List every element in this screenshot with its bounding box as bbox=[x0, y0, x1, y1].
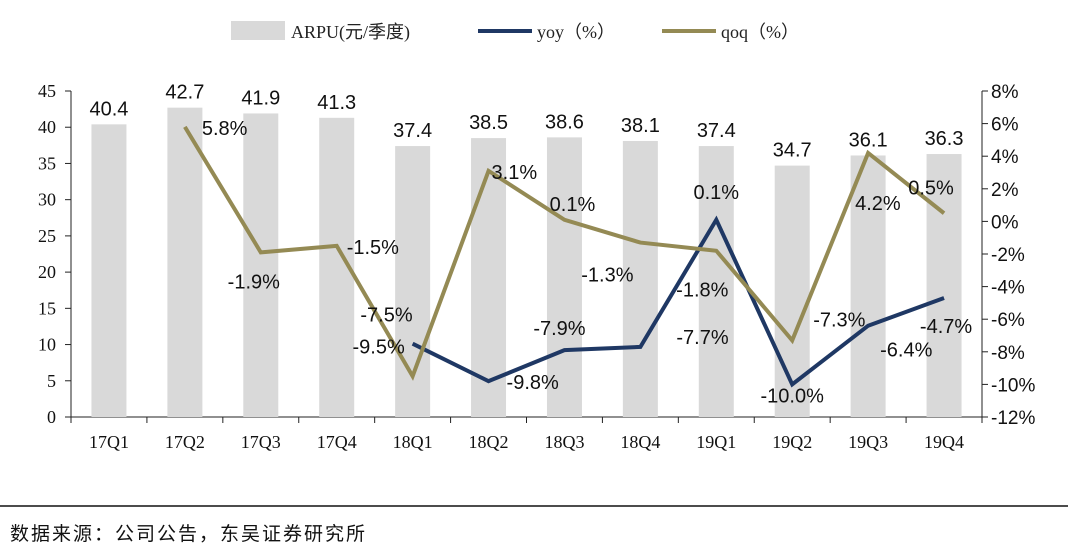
bar-value-label: 38.1 bbox=[621, 115, 660, 137]
x-tick-label: 18Q3 bbox=[544, 432, 584, 452]
right-tick-label: -4% bbox=[991, 278, 1025, 299]
qoq-data-label: 4.2% bbox=[855, 193, 901, 215]
right-tick-label: -12% bbox=[991, 408, 1035, 429]
bar bbox=[774, 165, 810, 417]
left-tick-label: 45 bbox=[38, 81, 56, 101]
qoq-data-label: -1.8% bbox=[676, 280, 728, 302]
bar bbox=[698, 146, 734, 417]
qoq-data-label: 0.1% bbox=[550, 194, 596, 216]
x-tick-label: 18Q4 bbox=[620, 432, 660, 452]
right-tick-label: -10% bbox=[991, 375, 1035, 396]
bars bbox=[91, 107, 962, 418]
yoy-data-label: -10.0% bbox=[761, 385, 825, 407]
bar bbox=[926, 154, 962, 417]
axes: 0 5 10 15 20 25 30 35 40 45 -12% -10% -8% -6% -4% -2% 0%… bbox=[38, 81, 1035, 452]
bar-value-label: 42.7 bbox=[165, 82, 204, 104]
bar bbox=[471, 138, 507, 418]
bar-value-label: 40.4 bbox=[89, 98, 128, 120]
yoy-data-label: -6.4% bbox=[880, 340, 932, 362]
legend-yoy-label: yoy（%） bbox=[537, 22, 615, 42]
line-labels: -7.5% -9.8% -7.9% -7.7% 0.1% -10.0% -6.4%-4.7%… bbox=[202, 118, 973, 408]
yoy-data-label: 0.1% bbox=[693, 182, 739, 204]
right-tick-label: 4% bbox=[991, 147, 1019, 168]
bar bbox=[91, 124, 127, 417]
right-tick-label: 2% bbox=[991, 180, 1019, 201]
left-tick-label: 0 bbox=[47, 407, 56, 427]
yoy-data-label: -9.8% bbox=[507, 372, 559, 394]
qoq-line bbox=[183, 125, 946, 381]
x-tick-label: 19Q3 bbox=[848, 432, 888, 452]
bar bbox=[546, 137, 582, 417]
lines bbox=[183, 125, 946, 388]
bar bbox=[622, 140, 658, 417]
bar-value-label: 41.3 bbox=[317, 92, 356, 114]
right-tick-label: 8% bbox=[991, 82, 1019, 103]
left-tick-label: 35 bbox=[38, 153, 56, 173]
yoy-line bbox=[411, 215, 945, 388]
left-tick-label: 20 bbox=[38, 262, 56, 282]
bar bbox=[243, 113, 279, 418]
qoq-data-label: 3.1% bbox=[492, 162, 538, 184]
bar-value-label: 36.1 bbox=[849, 129, 888, 151]
right-tick-label: 6% bbox=[991, 115, 1019, 136]
left-tick-label: 25 bbox=[38, 226, 56, 246]
bar-value-label: 34.7 bbox=[773, 140, 812, 162]
left-tick-label: 30 bbox=[38, 190, 56, 210]
bar-value-label: 37.4 bbox=[697, 120, 736, 142]
legend-arpu-swatch bbox=[231, 21, 285, 40]
source-note: 数据来源：公司公告，东吴证券研究所 bbox=[10, 523, 368, 545]
legend-arpu-label: ARPU(元/季度) bbox=[291, 22, 410, 43]
x-tick-label: 17Q3 bbox=[241, 432, 281, 452]
qoq-data-label: 0.5% bbox=[908, 177, 954, 199]
left-tick-label: 40 bbox=[38, 117, 56, 137]
qoq-data-label: 5.8% bbox=[202, 118, 248, 140]
x-tick-label: 19Q4 bbox=[924, 432, 964, 452]
x-tick-label: 19Q2 bbox=[772, 432, 812, 452]
yoy-data-label: -7.5% bbox=[360, 305, 412, 327]
right-tick-label: -6% bbox=[991, 310, 1025, 331]
x-tick-label: 18Q1 bbox=[393, 432, 433, 452]
bar-value-label: 38.5 bbox=[469, 112, 508, 134]
left-tick-label: 5 bbox=[47, 371, 56, 391]
left-tick-label: 10 bbox=[38, 335, 56, 355]
legend: ARPU(元/季度) yoy（%） qoq（%） bbox=[231, 21, 799, 43]
yoy-data-label: -4.7% bbox=[920, 316, 972, 338]
right-tick-label: 0% bbox=[991, 212, 1019, 233]
x-tick-label: 19Q1 bbox=[696, 432, 736, 452]
x-tick-label: 18Q2 bbox=[469, 432, 509, 452]
right-tick-label: -2% bbox=[991, 245, 1025, 266]
yoy-data-label: -7.9% bbox=[533, 318, 585, 340]
bar-value-label: 41.9 bbox=[241, 87, 280, 109]
left-tick-label: 15 bbox=[38, 298, 56, 318]
yoy-data-label: -7.7% bbox=[676, 327, 728, 349]
qoq-data-label: -1.5% bbox=[347, 237, 399, 259]
x-tick-label: 17Q2 bbox=[165, 432, 205, 452]
qoq-data-label: -1.9% bbox=[228, 271, 280, 293]
x-tick-label: 17Q1 bbox=[89, 432, 129, 452]
bar-value-label: 37.4 bbox=[393, 120, 432, 142]
bar-labels: 40.4 42.7 41.9 41.3 37.4 38.5 38.6 38.1 37.4 34.7… bbox=[89, 82, 963, 162]
qoq-data-label: -7.3% bbox=[813, 309, 865, 331]
bar bbox=[167, 107, 203, 417]
bar-value-label: 36.3 bbox=[925, 128, 964, 150]
right-tick-label: -8% bbox=[991, 343, 1025, 364]
bar bbox=[850, 155, 886, 417]
qoq-data-label: -1.3% bbox=[581, 265, 633, 287]
bar-value-label: 38.6 bbox=[545, 111, 584, 133]
legend-qoq-label: qoq（%） bbox=[721, 22, 799, 42]
x-tick-label: 17Q4 bbox=[317, 432, 357, 452]
qoq-data-label: -9.5% bbox=[353, 336, 405, 358]
